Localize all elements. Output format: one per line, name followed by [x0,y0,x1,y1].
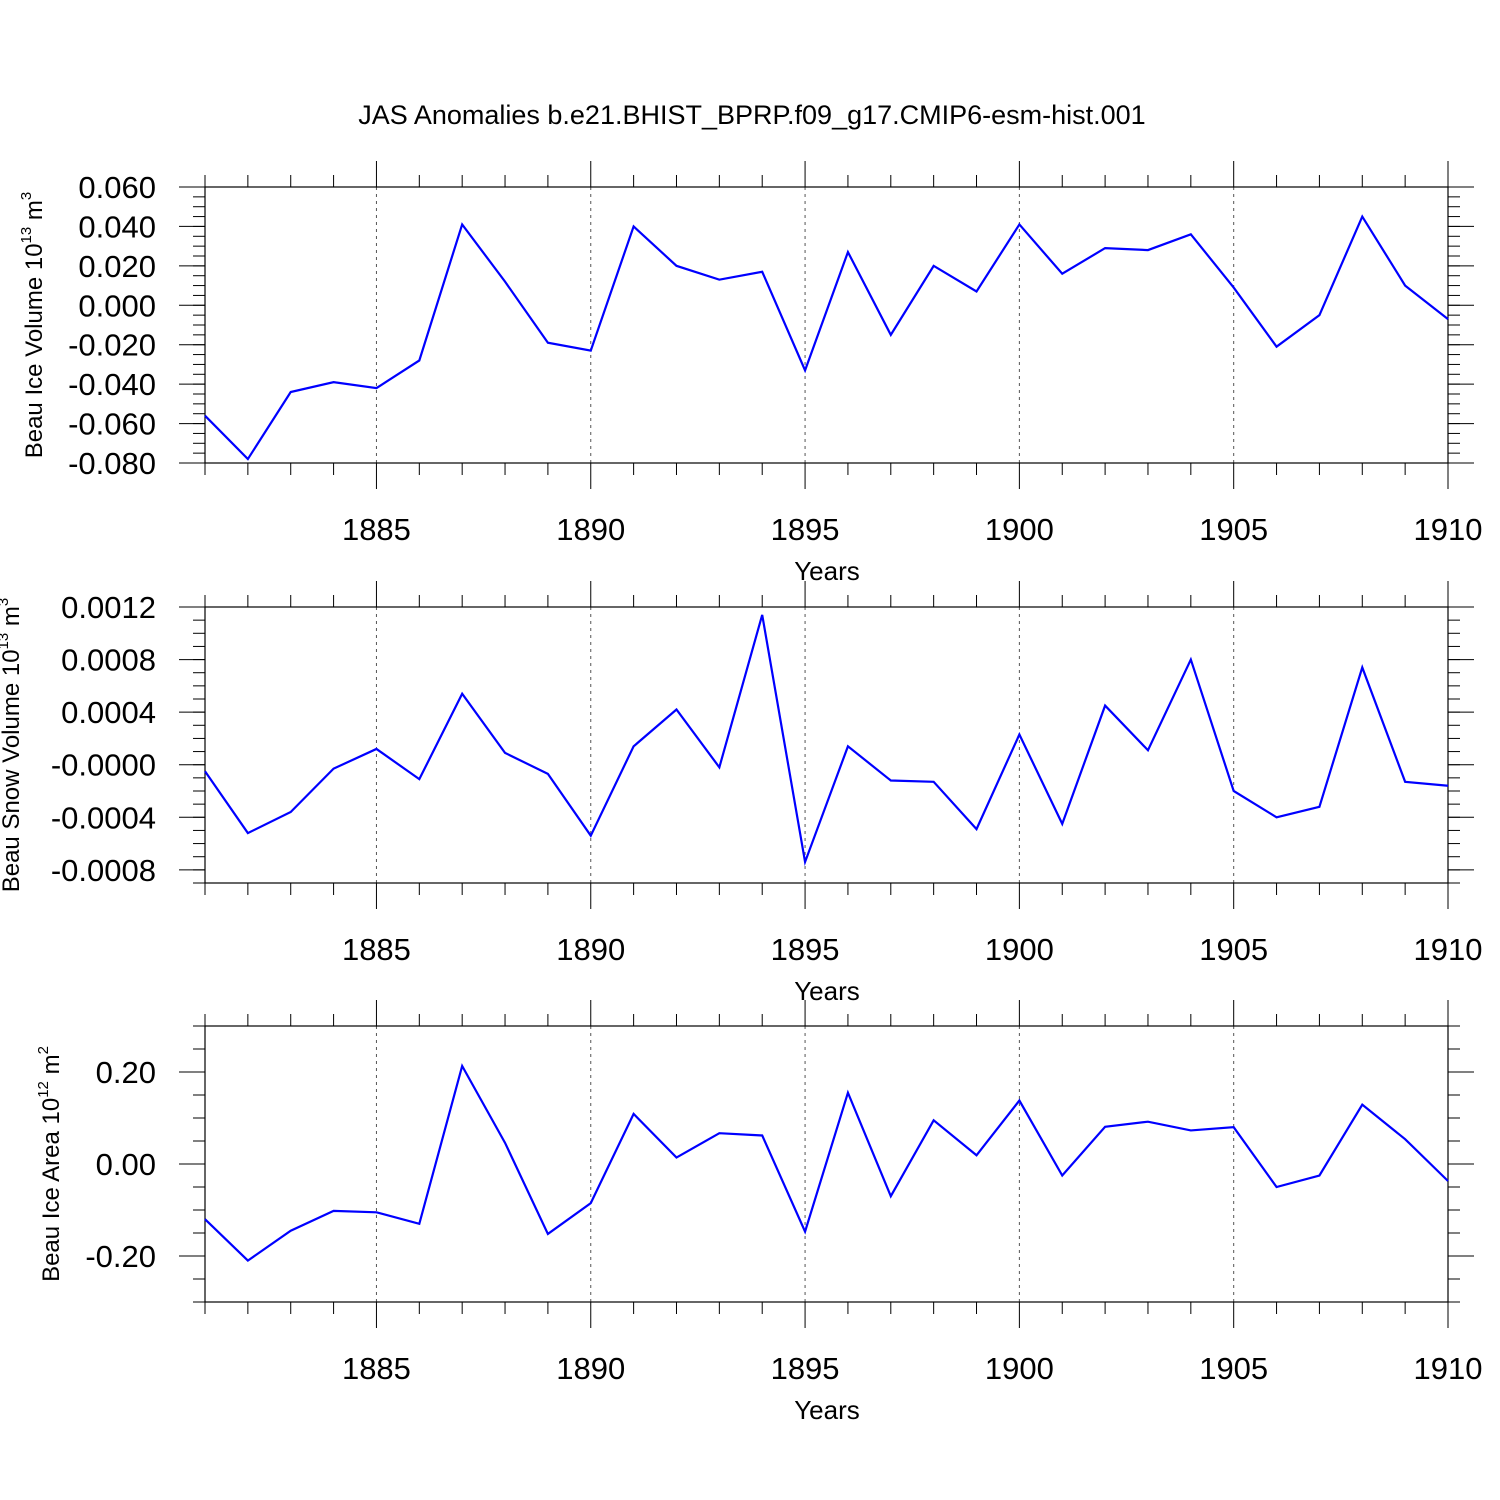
x-tick-label: 1905 [1199,512,1268,547]
y-tick-label: -0.040 [68,367,156,402]
series-line [204,214,1449,461]
x-tick-label: 1890 [556,932,625,967]
x-axis-title: Years [794,556,860,586]
y-tick-label: -0.0004 [51,800,156,835]
y-tick-label: -0.060 [68,407,156,442]
plot-frame [204,606,1449,884]
x-tick-label: 1895 [771,1351,840,1386]
x-tick-label: 1910 [1414,512,1483,547]
x-tick-label: 1900 [985,932,1054,967]
x-tick-label: 1890 [556,512,625,547]
y-tick-label: 0.00 [96,1147,156,1182]
panel-1: -0.080 -0.060 -0.040 -0.020 0.000 0.020 0.040 0… [18,161,1482,586]
y-tick-label: 0.0008 [61,643,156,678]
y-tick-label: 0.20 [96,1055,156,1090]
y-tick-label: 0.0004 [61,695,156,730]
chart-title: JAS Anomalies b.e21.BHIST_BPRP.f09_g17.C… [358,100,1145,130]
y-tick-label: 0.020 [78,249,156,284]
x-axis-title: Years [794,1395,860,1425]
x-tick-label: 1900 [985,1351,1054,1386]
x-tick-label: 1900 [985,512,1054,547]
x-tick-label: 1885 [342,932,411,967]
y-tick-label: 0.0012 [61,590,156,625]
y-axis-title: Beau Ice Area 1012 m2 [35,1046,65,1282]
x-tick-label: 1905 [1199,1351,1268,1386]
panel-3: -0.20 0.00 0.20 1885 1890 1895 1900 1905 1910 Yea… [35,1000,1482,1425]
x-tick-label: 1895 [771,512,840,547]
y-axis-title: Beau Ice Volume 1013 m3 [18,192,48,459]
y-tick-label: -0.20 [85,1239,156,1274]
series-line [204,1063,1449,1263]
x-tick-label: 1905 [1199,932,1268,967]
y-tick-label: 0.040 [78,209,156,244]
x-tick-label: 1910 [1414,1351,1483,1386]
y-tick-label: -0.0000 [51,748,156,783]
series-line [204,614,1449,867]
y-tick-label: -0.080 [68,446,156,481]
x-tick-label: 1895 [771,932,840,967]
y-tick-label: -0.020 [68,328,156,363]
x-axis-title: Years [794,976,860,1006]
x-tick-label: 1910 [1414,932,1483,967]
y-axis-title: Beau Snow Volume 1013 m3 [0,598,25,893]
panel-2: -0.0008 -0.0004 -0.0000 0.0004 0.0008 0.0012 1… [0,581,1482,1006]
x-tick-label: 1885 [342,1351,411,1386]
y-tick-label: 0.060 [78,170,156,205]
x-tick-label: 1890 [556,1351,625,1386]
y-tick-label: 0.000 [78,288,156,323]
x-tick-label: 1885 [342,512,411,547]
y-tick-label: -0.0008 [51,853,156,888]
